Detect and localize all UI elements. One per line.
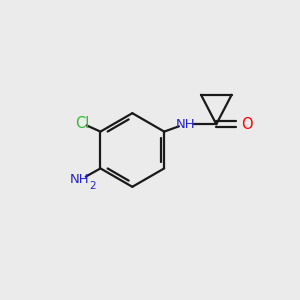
Text: NH: NH: [69, 173, 89, 186]
Text: NH: NH: [176, 118, 195, 131]
Text: O: O: [241, 117, 252, 132]
Text: Cl: Cl: [75, 116, 89, 131]
Text: 2: 2: [89, 181, 95, 191]
